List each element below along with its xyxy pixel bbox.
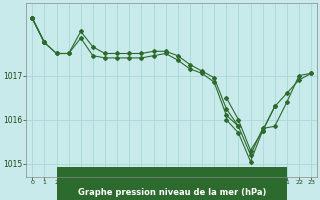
- X-axis label: Graphe pression niveau de la mer (hPa): Graphe pression niveau de la mer (hPa): [77, 188, 266, 197]
